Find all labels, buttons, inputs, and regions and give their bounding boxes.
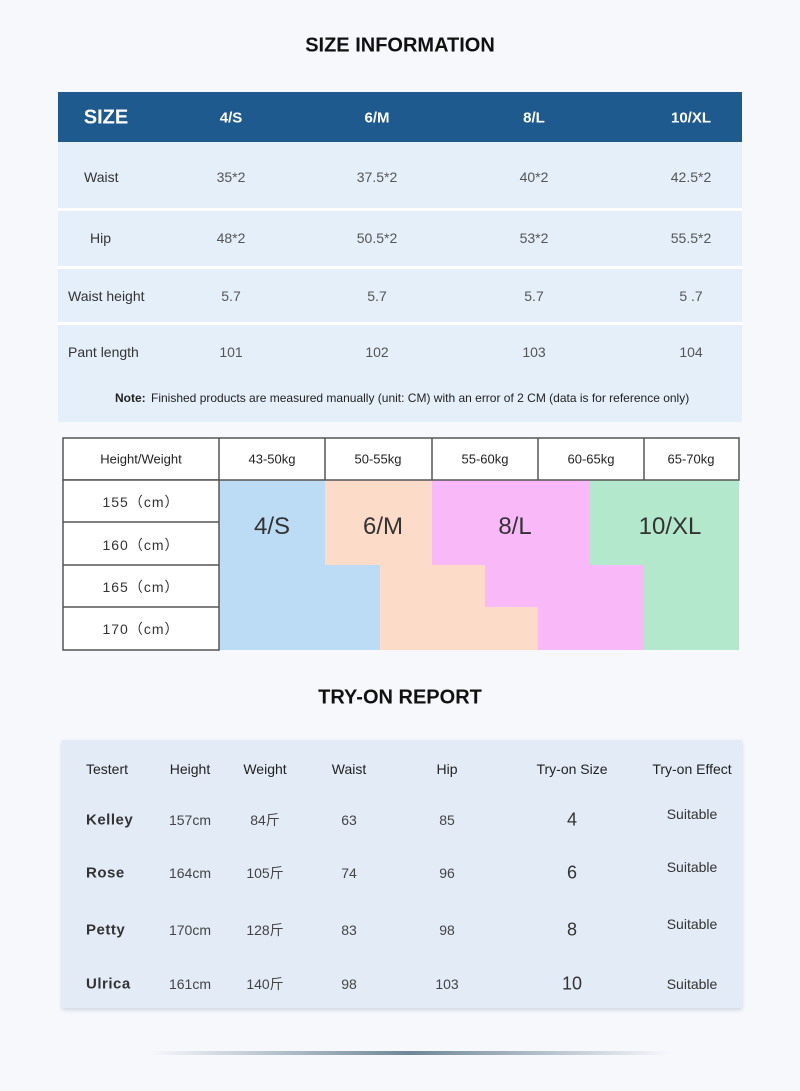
row-label: Waist height — [68, 288, 145, 304]
row-divider — [58, 208, 742, 211]
fit-header-cell: 60-65kg — [567, 451, 615, 467]
tryon-cell: Petty — [86, 921, 126, 939]
size-region-label: 4/S — [253, 513, 291, 540]
region-6m — [325, 480, 538, 650]
tryon-cell: 84斤 — [250, 812, 280, 828]
note-text: Finished products are measured manually … — [151, 391, 690, 405]
tryon-cell: Rose — [86, 864, 125, 882]
height-label: 170（cm） — [102, 621, 180, 637]
size-header-cell: 4/S — [219, 109, 243, 127]
tryon-cell: 6 — [566, 862, 578, 883]
size-region-label: 10/XL — [638, 513, 702, 540]
size-region-label: 6/M — [362, 513, 404, 540]
size-header-cell: 8/L — [523, 109, 545, 127]
region-8l — [432, 480, 644, 650]
size-cell: 5.7 — [524, 288, 544, 304]
tryon-header-cell: Try-on Effect — [652, 761, 732, 777]
row-label: Hip — [90, 230, 112, 246]
tryon-cell: Kelley — [86, 811, 134, 829]
tryon-cell: 98 — [439, 922, 455, 938]
tryon-header-cell: Weight — [243, 761, 287, 777]
size-cell: 103 — [522, 344, 546, 360]
tryon-cell: 98 — [341, 976, 357, 992]
tryon-header-cell: Hip — [436, 761, 458, 777]
tryon-cell: 157cm — [168, 812, 212, 828]
size-cell: 104 — [679, 344, 703, 360]
size-title: SIZE INFORMATION — [305, 34, 495, 57]
size-cell: 5.7 — [367, 288, 387, 304]
tryon-title: TRY-ON REPORT — [318, 686, 482, 709]
tryon-header-cell: Height — [169, 761, 211, 777]
size-cell: 37.5*2 — [356, 169, 398, 185]
size-cell: 53*2 — [519, 230, 549, 246]
fit-header-cell: 55-60kg — [461, 451, 509, 467]
divider — [150, 1051, 670, 1055]
region-10xl — [590, 480, 739, 650]
tryon-cell: 170cm — [168, 922, 212, 938]
size-cell: 42.5*2 — [670, 169, 712, 185]
tryon-cell: Suitable — [666, 976, 718, 992]
row-divider — [58, 322, 742, 325]
size-cell: 50.5*2 — [356, 230, 398, 246]
size-cell: 101 — [219, 344, 243, 360]
tryon-header-cell: Testert — [86, 761, 129, 777]
size-cell: 48*2 — [216, 230, 246, 246]
height-label: 155（cm） — [102, 494, 180, 510]
size-cell: 102 — [365, 344, 389, 360]
tryon-cell: 103 — [435, 976, 459, 992]
tryon-cell: 4 — [566, 809, 578, 830]
row-divider — [58, 266, 742, 269]
tryon-cell: 85 — [439, 812, 455, 828]
tryon-cell: 96 — [439, 865, 455, 881]
tryon-cell: Suitable — [666, 916, 718, 932]
tryon-cell: 8 — [566, 919, 578, 940]
size-header-band — [58, 92, 742, 142]
region-4s — [219, 480, 380, 650]
size-header-cell: 6/M — [364, 109, 390, 127]
size-header-cell: SIZE — [83, 106, 129, 129]
size-cell: 5 .7 — [679, 288, 703, 304]
tryon-cell: Suitable — [666, 859, 718, 875]
tryon-cell: Suitable — [666, 806, 718, 822]
tryon-header-cell: Waist — [331, 761, 367, 777]
tryon-cell: 63 — [341, 812, 357, 828]
tryon-cell: 105斤 — [246, 865, 284, 881]
size-region-label: 8/L — [498, 513, 532, 540]
row-label: Pant length — [68, 344, 139, 360]
tryon-cell: Ulrica — [86, 975, 131, 993]
tryon-panel — [62, 740, 742, 1008]
size-header-cell: 10/XL — [670, 109, 712, 127]
size-cell: 35*2 — [216, 169, 246, 185]
tryon-cell: 164cm — [168, 865, 212, 881]
height-label: 160（cm） — [102, 537, 180, 553]
note-label: Note: — [115, 391, 146, 405]
tryon-header-cell: Try-on Size — [536, 761, 608, 777]
tryon-cell: 83 — [341, 922, 357, 938]
tryon-cell: 74 — [341, 865, 357, 881]
size-cell: 55.5*2 — [670, 230, 712, 246]
tryon-cell: 140斤 — [246, 976, 284, 992]
size-cell: 5.7 — [221, 288, 241, 304]
fit-header-cell: 50-55kg — [354, 451, 402, 467]
tryon-cell: 161cm — [168, 976, 212, 992]
tryon-cell: 10 — [561, 973, 583, 994]
row-label: Waist — [84, 169, 119, 185]
fit-header-cell: 65-70kg — [667, 451, 715, 467]
fit-header-cell: Height/Weight — [100, 451, 182, 467]
fit-grid — [62, 437, 740, 651]
fit-header-cell: 43-50kg — [248, 451, 296, 467]
size-table-body — [58, 142, 742, 422]
height-label: 165（cm） — [102, 579, 180, 595]
size-cell: 40*2 — [519, 169, 549, 185]
tryon-cell: 128斤 — [246, 922, 284, 938]
